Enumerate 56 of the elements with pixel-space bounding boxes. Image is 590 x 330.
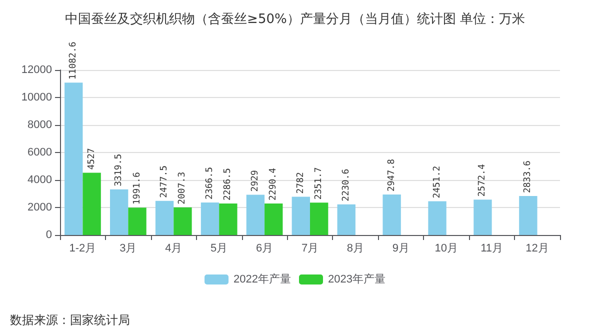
data-label: 3319.5 <box>114 154 124 186</box>
x-tick-label: 7月 <box>301 242 319 254</box>
data-label: 2477.5 <box>160 165 170 198</box>
data-label: 2929 <box>250 170 260 192</box>
y-tick-label: 10000 <box>21 92 52 104</box>
x-tick-label: 5月 <box>210 242 228 254</box>
legend-label: 2023年产量 <box>328 272 386 286</box>
y-tick-label: 4000 <box>28 174 52 186</box>
data-label: 11082.6 <box>68 42 79 80</box>
x-tick-label: 9月 <box>392 242 410 254</box>
bar <box>292 196 310 235</box>
bar <box>264 204 283 235</box>
x-tick-label: 10月 <box>434 242 458 254</box>
data-label: 2782 <box>296 172 306 194</box>
data-label: 2451.2 <box>432 166 442 198</box>
x-tick-label: 3月 <box>120 242 137 254</box>
x-tick-label: 4月 <box>165 242 182 254</box>
chart-title: 中国蚕丝及交织机织物（含蚕丝≥50%）产量分月（当月值）统计图 单位：万米 <box>65 11 525 27</box>
x-tick-label: 6月 <box>256 242 274 254</box>
y-tick-label: 8000 <box>28 119 52 131</box>
bar <box>519 196 538 235</box>
bar <box>155 200 174 235</box>
bar <box>128 208 146 235</box>
data-label: 2366.5 <box>205 166 215 200</box>
bar <box>82 172 101 235</box>
data-label: 2833.6 <box>523 160 534 194</box>
bar <box>110 189 128 235</box>
data-label: 2947.8 <box>386 158 397 192</box>
y-tick-label: 6000 <box>28 146 52 158</box>
data-label: 2230.6 <box>341 168 352 202</box>
x-tick-label: 12月 <box>526 242 549 254</box>
bar <box>310 202 328 235</box>
source-note: 数据来源：国家统计局 <box>10 313 130 327</box>
legend-label: 2022年产量 <box>234 272 292 286</box>
x-tick-label: 8月 <box>346 242 364 254</box>
data-label: 2007.3 <box>178 172 188 204</box>
bar <box>382 194 401 235</box>
data-label: 1991.6 <box>132 172 142 205</box>
bar <box>428 201 446 235</box>
data-label: 4527 <box>86 148 97 170</box>
bar <box>337 204 356 235</box>
data-label: 2286.5 <box>223 168 234 201</box>
bar <box>200 202 220 235</box>
bar <box>246 194 265 235</box>
bar <box>219 204 238 235</box>
bar <box>64 82 83 235</box>
y-tick-label: 0 <box>46 229 52 241</box>
data-label: 2572.4 <box>478 164 488 197</box>
data-label: 2351.7 <box>314 167 324 200</box>
x-tick-label: 11月 <box>480 242 504 254</box>
y-tick-label: 2000 <box>28 202 52 214</box>
data-label: 2290.4 <box>268 168 279 201</box>
bar <box>174 207 192 235</box>
y-tick-label: 12000 <box>21 64 52 76</box>
bar <box>474 200 492 235</box>
x-tick-label: 1-2月 <box>69 242 96 254</box>
